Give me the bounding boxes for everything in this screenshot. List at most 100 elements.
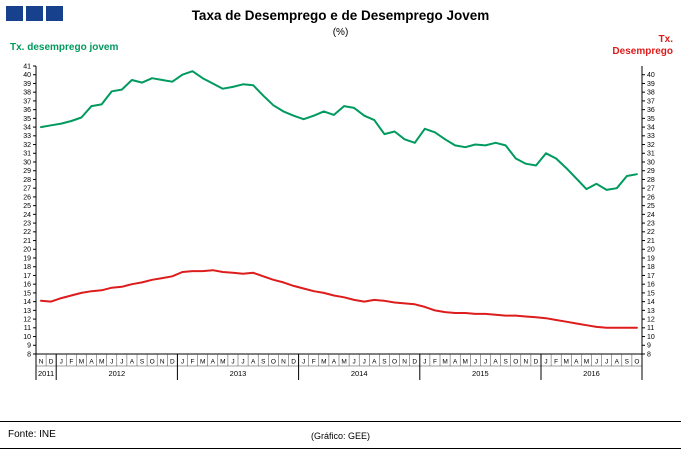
svg-text:9: 9 (27, 343, 31, 350)
svg-text:8: 8 (27, 351, 31, 358)
svg-text:A: A (332, 359, 337, 366)
svg-text:25: 25 (647, 203, 655, 210)
svg-text:J: J (474, 359, 477, 366)
svg-text:A: A (89, 359, 94, 366)
svg-text:37: 37 (647, 98, 655, 105)
svg-text:F: F (312, 359, 316, 366)
svg-text:O: O (392, 359, 397, 366)
svg-text:M: M (584, 359, 589, 366)
svg-text:F: F (191, 359, 195, 366)
svg-text:20: 20 (23, 247, 31, 254)
footer: Fonte: INE (Gráfico: GEE) (0, 421, 681, 448)
svg-text:14: 14 (23, 299, 31, 306)
svg-text:18: 18 (647, 264, 655, 271)
line-chart: 4140393837363534333231302928272625242322… (0, 56, 681, 396)
svg-text:24: 24 (647, 212, 655, 219)
svg-text:12: 12 (23, 316, 31, 323)
svg-text:M: M (99, 359, 104, 366)
svg-text:M: M (341, 359, 346, 366)
svg-text:15: 15 (23, 290, 31, 297)
svg-text:A: A (615, 359, 620, 366)
svg-text:O: O (150, 359, 155, 366)
svg-text:19: 19 (647, 255, 655, 262)
svg-text:18: 18 (23, 264, 31, 271)
svg-text:41: 41 (23, 63, 31, 70)
chart-page: Taxa de Desemprego e de Desemprego Jovem… (0, 0, 681, 449)
svg-text:M: M (220, 359, 225, 366)
svg-text:28: 28 (23, 177, 31, 184)
svg-text:32: 32 (647, 142, 655, 149)
chart-canvas: 4140393837363534333231302928272625242322… (0, 56, 681, 396)
svg-text:M: M (321, 359, 326, 366)
svg-text:S: S (140, 359, 145, 366)
svg-text:J: J (423, 359, 426, 366)
svg-text:F: F (69, 359, 73, 366)
svg-text:39: 39 (23, 81, 31, 88)
svg-text:27: 27 (647, 186, 655, 193)
svg-text:36: 36 (23, 107, 31, 114)
svg-text:15: 15 (647, 290, 655, 297)
svg-text:38: 38 (23, 90, 31, 97)
svg-text:10: 10 (23, 334, 31, 341)
svg-text:J: J (110, 359, 113, 366)
svg-text:26: 26 (23, 194, 31, 201)
svg-text:M: M (463, 359, 468, 366)
svg-text:17: 17 (647, 273, 655, 280)
svg-text:D: D (412, 359, 417, 366)
svg-text:29: 29 (647, 168, 655, 175)
svg-text:J: J (231, 359, 234, 366)
svg-text:26: 26 (647, 194, 655, 201)
svg-text:32: 32 (23, 142, 31, 149)
svg-text:21: 21 (647, 238, 655, 245)
svg-text:38: 38 (647, 90, 655, 97)
svg-text:J: J (363, 359, 366, 366)
svg-text:31: 31 (23, 151, 31, 158)
svg-text:F: F (433, 359, 437, 366)
svg-text:31: 31 (647, 151, 655, 158)
svg-text:14: 14 (647, 299, 655, 306)
series-line-youth (41, 71, 637, 190)
svg-text:24: 24 (23, 212, 31, 219)
svg-text:M: M (200, 359, 205, 366)
svg-text:22: 22 (23, 229, 31, 236)
svg-text:2015: 2015 (472, 369, 489, 378)
svg-text:J: J (60, 359, 63, 366)
svg-text:11: 11 (24, 325, 31, 332)
svg-text:39: 39 (647, 81, 655, 88)
svg-text:M: M (442, 359, 447, 366)
svg-text:N: N (39, 359, 44, 366)
svg-text:J: J (353, 359, 356, 366)
svg-text:2013: 2013 (230, 369, 247, 378)
svg-text:N: N (281, 359, 286, 366)
svg-text:23: 23 (647, 220, 655, 227)
svg-text:D: D (170, 359, 175, 366)
series-line-unemployment (41, 270, 637, 328)
svg-text:2012: 2012 (108, 369, 125, 378)
svg-text:A: A (372, 359, 377, 366)
svg-text:27: 27 (23, 186, 31, 193)
svg-text:O: O (513, 359, 518, 366)
svg-text:D: D (534, 359, 539, 366)
svg-text:D: D (291, 359, 296, 366)
svg-text:29: 29 (23, 168, 31, 175)
svg-text:J: J (484, 359, 487, 366)
svg-text:17: 17 (23, 273, 31, 280)
svg-text:13: 13 (23, 308, 31, 315)
svg-text:11: 11 (647, 325, 654, 332)
svg-text:A: A (453, 359, 458, 366)
svg-text:13: 13 (647, 308, 655, 315)
svg-text:28: 28 (647, 177, 655, 184)
svg-text:S: S (625, 359, 630, 366)
chart-subtitle: (%) (0, 27, 681, 38)
svg-text:22: 22 (647, 229, 655, 236)
svg-text:M: M (79, 359, 84, 366)
svg-text:S: S (503, 359, 508, 366)
svg-text:8: 8 (647, 351, 651, 358)
svg-text:J: J (120, 359, 123, 366)
svg-text:40: 40 (23, 72, 31, 79)
svg-text:A: A (251, 359, 256, 366)
svg-text:A: A (211, 359, 216, 366)
svg-text:19: 19 (23, 255, 31, 262)
legend-unemployment-line1: Tx. (659, 34, 673, 45)
svg-text:O: O (634, 359, 639, 366)
